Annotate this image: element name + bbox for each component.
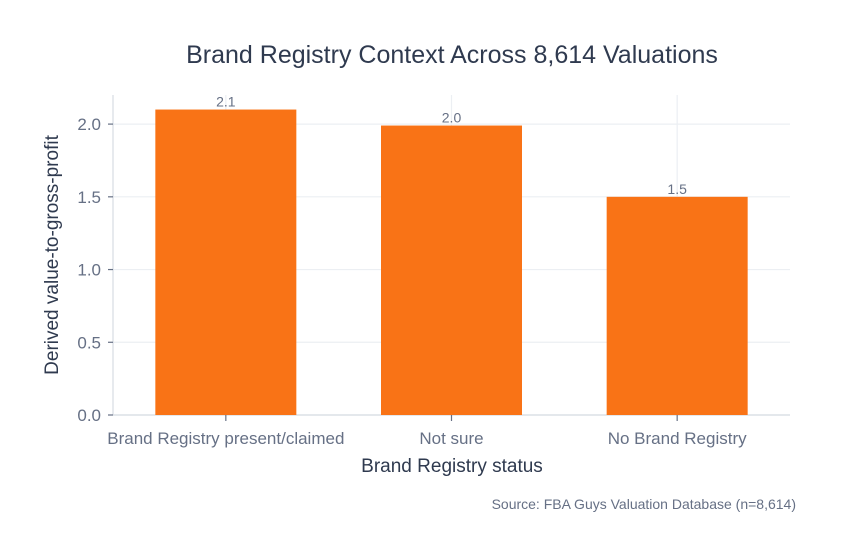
bar — [155, 109, 297, 415]
bar-value-label: 2.0 — [442, 110, 462, 126]
bar-value-label: 1.5 — [667, 181, 687, 197]
chart-title: Brand Registry Context Across 8,614 Valu… — [186, 41, 718, 69]
bar — [381, 125, 522, 415]
y-tick-label: 1.0 — [77, 261, 101, 280]
x-axis-title: Brand Registry status — [361, 456, 543, 477]
x-tick-label: No Brand Registry — [608, 429, 747, 448]
y-tick-label: 2.0 — [77, 115, 101, 134]
y-tick-label: 1.5 — [77, 188, 101, 207]
x-tick-label: Brand Registry present/claimed — [107, 429, 344, 448]
y-axis-title: Derived value-to-gross-profit — [42, 134, 63, 374]
source-note: Source: FBA Guys Valuation Database (n=8… — [492, 496, 796, 512]
y-tick-label: 0.0 — [77, 406, 101, 425]
x-tick-label: Not sure — [419, 429, 483, 448]
bar-value-label: 2.1 — [216, 94, 236, 110]
plot-area: 0.0 0.5 1.0 1.5 2.0 Brand Registry present/cl… — [77, 94, 790, 448]
bar — [606, 196, 748, 415]
y-tick-label: 0.5 — [77, 333, 101, 352]
